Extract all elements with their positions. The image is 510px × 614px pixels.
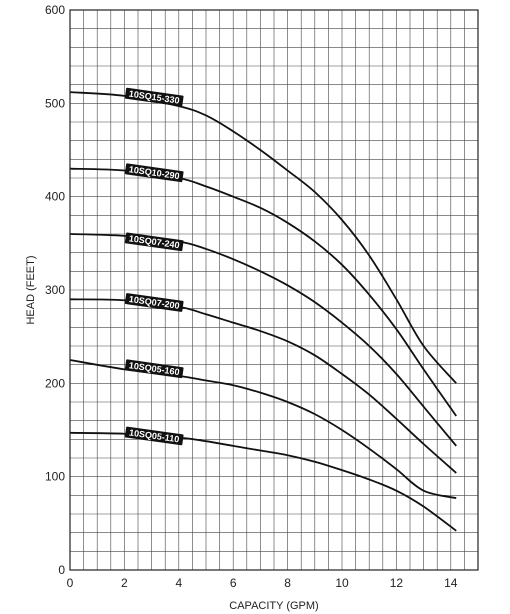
series-label-5: 10SQ05-110 [124,426,184,446]
y-tick-label: 200 [45,376,65,390]
x-tick-label: 8 [284,576,291,590]
y-tick-label: 0 [58,563,65,577]
series-line-1 [69,167,457,417]
series-label-2: 10SQ07-240 [124,232,184,252]
tick-labels: 0 2 4 6 8 10 12 14 0 100 200 300 400 500 600 [45,3,458,590]
series-label-text: 10SQ05-160 [128,360,180,377]
x-tick-label: 6 [230,576,237,590]
plot-frame [69,9,479,571]
x-tick-label: 2 [121,576,128,590]
series-labels: 10SQ15-330 10SQ10-290 10SQ07-240 10SQ07-200… [124,87,184,446]
series-line-3 [69,298,457,474]
y-tick-label: 500 [45,96,65,110]
y-tick-label: 300 [45,283,65,297]
series-label-4: 10SQ05-160 [124,359,184,379]
x-tick-label: 4 [175,576,182,590]
series-line-5 [69,431,457,532]
grid [69,9,479,571]
x-tick-label: 0 [67,576,74,590]
y-axis-label: HEAD (FEET) [25,255,37,324]
series-label-0: 10SQ15-330 [124,87,184,107]
series-label-text: 10SQ07-240 [128,233,180,250]
y-tick-label: 600 [45,3,65,17]
series-line-2 [69,233,457,447]
series-label-text: 10SQ05-110 [128,427,179,444]
y-tick-label: 100 [45,470,65,484]
series-label-bg [124,232,184,252]
series-label-bg [124,87,184,107]
x-tick-label: 14 [444,576,458,590]
x-tick-label: 12 [390,576,404,590]
series-label-bg [124,359,184,379]
series-label-text: 10SQ10-290 [128,164,180,181]
series-label-1: 10SQ10-290 [124,163,184,183]
series-label-bg [124,163,184,183]
series-curves [69,91,457,532]
series-label-bg [124,426,184,446]
series-label-3: 10SQ07-200 [124,293,184,312]
x-axis-label: CAPACITY (GPM) [229,600,318,612]
x-tick-label: 10 [335,576,349,590]
y-tick-label: 400 [45,190,65,204]
series-label-bg [124,293,184,312]
